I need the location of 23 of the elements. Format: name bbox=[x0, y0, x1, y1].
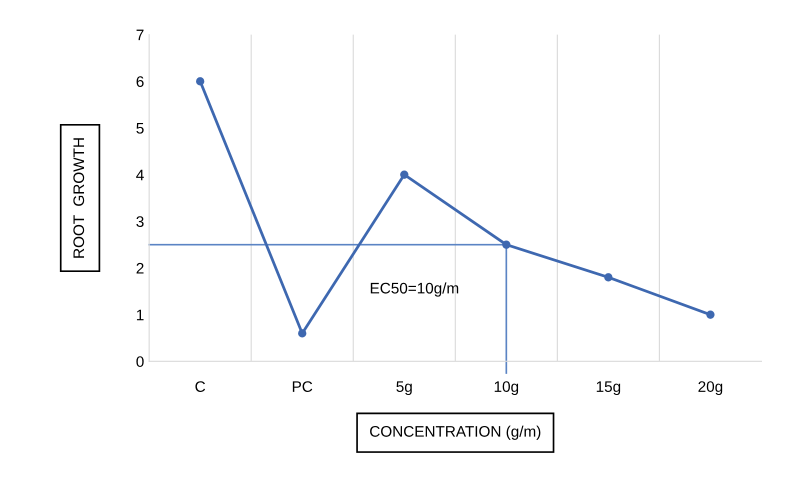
y-tick-label: 4 bbox=[136, 170, 144, 180]
x-tick-label: 5g bbox=[396, 381, 412, 396]
y-tick-label: 6 bbox=[136, 76, 144, 88]
point bbox=[502, 240, 510, 249]
y-tick-label: 2 bbox=[136, 262, 144, 274]
y-axis-title: ROOT GROWTH bbox=[73, 138, 84, 258]
point bbox=[196, 77, 204, 86]
point bbox=[400, 170, 408, 179]
x-tick-label: 15g bbox=[596, 381, 620, 396]
y-tick-label: 7 bbox=[136, 30, 144, 40]
y-tick-label: 1 bbox=[136, 310, 144, 320]
point bbox=[298, 329, 306, 338]
annotation: EC50=10g/m bbox=[370, 282, 458, 297]
y-tick-label: 0 bbox=[136, 356, 144, 368]
x-tick-label: PC bbox=[292, 381, 312, 392]
point bbox=[604, 273, 613, 282]
point bbox=[706, 310, 715, 319]
x-axis-title: CONCENTRATION (g/m) bbox=[370, 426, 540, 440]
y-tick-label: 3 bbox=[136, 216, 144, 228]
y-tick-label: 5 bbox=[136, 123, 144, 134]
x-tick-label: C bbox=[195, 381, 206, 392]
x-tick-label: 10g bbox=[494, 381, 518, 396]
x-tick-label: 20g bbox=[698, 381, 722, 396]
